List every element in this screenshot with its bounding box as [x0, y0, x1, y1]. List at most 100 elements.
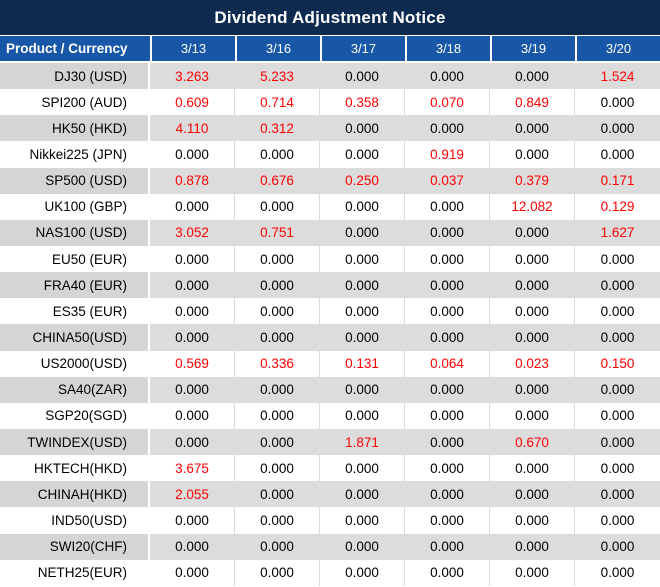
- value-cell: 0.000: [575, 428, 660, 456]
- product-cell: HK50 (HKD): [0, 115, 150, 142]
- value-cell: 0.000: [575, 115, 660, 142]
- value-cell: 0.000: [150, 298, 235, 325]
- value-cell: 0.000: [575, 455, 660, 482]
- table-row: SA40(ZAR) 0.000 0.000 0.000 0.000 0.000 0.000: [0, 376, 660, 403]
- table-row: EU50 (EUR) 0.000 0.000 0.000 0.000 0.000 0.000: [0, 245, 660, 273]
- value-cell: 0.000: [235, 507, 320, 534]
- table-row: HKTECH(HKD) 3.675 0.000 0.000 0.000 0.000 0.00…: [0, 455, 660, 482]
- value-cell: 0.000: [405, 298, 490, 325]
- table-row: NAS100 (USD) 3.052 0.751 0.000 0.000 0.000 1.6…: [0, 219, 660, 246]
- header-row: Product / Currency 3/13 3/16 3/17 3/18 3/19 3/…: [0, 36, 660, 63]
- value-cell: 0.000: [150, 402, 235, 429]
- product-cell: UK100 (GBP): [0, 193, 150, 220]
- value-cell: 0.676: [235, 167, 320, 194]
- value-cell: 0.000: [490, 455, 575, 482]
- value-cell: 5.233: [235, 63, 320, 90]
- value-cell: 0.000: [320, 533, 405, 560]
- table-row: DJ30 (USD) 3.263 5.233 0.000 0.000 0.000 1.524: [0, 63, 660, 90]
- table-row: CHINA50(USD) 0.000 0.000 0.000 0.000 0.000 0.0…: [0, 324, 660, 351]
- value-cell: 12.082: [490, 193, 575, 220]
- table-row: SGP20(SGD) 0.000 0.000 0.000 0.000 0.000 0.000: [0, 402, 660, 429]
- value-cell: 0.000: [320, 507, 405, 534]
- value-cell: 0.000: [150, 533, 235, 560]
- value-cell: 0.379: [490, 167, 575, 194]
- product-cell: HKTECH(HKD): [0, 455, 150, 482]
- value-cell: 0.000: [575, 533, 660, 560]
- header-cell-date: 3/13: [150, 36, 235, 63]
- product-cell: SGP20(SGD): [0, 402, 150, 429]
- value-cell: 0.000: [235, 298, 320, 325]
- value-cell: 0.000: [320, 141, 405, 168]
- product-cell: IND50(USD): [0, 507, 150, 534]
- value-cell: 0.250: [320, 167, 405, 194]
- value-cell: 0.000: [235, 376, 320, 403]
- table-row: US2000(USD) 0.569 0.336 0.131 0.064 0.023 0.15…: [0, 350, 660, 377]
- value-cell: 0.150: [575, 350, 660, 377]
- value-cell: 0.000: [235, 428, 320, 456]
- value-cell: 0.000: [490, 245, 575, 273]
- value-cell: 0.037: [405, 167, 490, 194]
- value-cell: 0.000: [320, 376, 405, 403]
- value-cell: 0.000: [150, 245, 235, 273]
- value-cell: 0.000: [575, 481, 660, 508]
- table-row: UK100 (GBP) 0.000 0.000 0.000 0.000 12.082 0.1…: [0, 193, 660, 220]
- value-cell: 4.110: [150, 115, 235, 142]
- value-cell: 0.000: [235, 533, 320, 560]
- value-cell: 0.000: [320, 115, 405, 142]
- value-cell: 0.000: [490, 219, 575, 246]
- value-cell: 0.000: [235, 141, 320, 168]
- header-cell-date: 3/17: [320, 36, 405, 63]
- table-row: Nikkei225 (JPN) 0.000 0.000 0.000 0.919 0.000…: [0, 141, 660, 168]
- value-cell: 0.000: [405, 324, 490, 351]
- value-cell: 0.000: [235, 455, 320, 482]
- value-cell: 0.000: [405, 402, 490, 429]
- value-cell: 0.000: [320, 455, 405, 482]
- header-cell-product: Product / Currency: [0, 36, 150, 63]
- product-cell: CHINAH(HKD): [0, 481, 150, 508]
- header-cell-date: 3/20: [575, 36, 660, 63]
- value-cell: 0.131: [320, 350, 405, 377]
- table-body: DJ30 (USD) 3.263 5.233 0.000 0.000 0.000 1.524…: [0, 63, 660, 586]
- value-cell: 0.000: [490, 507, 575, 534]
- value-cell: 0.000: [575, 298, 660, 325]
- value-cell: 0.000: [575, 272, 660, 299]
- header-cell-date: 3/18: [405, 36, 490, 63]
- product-cell: ES35 (EUR): [0, 298, 150, 325]
- product-cell: SPI200 (AUD): [0, 89, 150, 116]
- value-cell: 0.336: [235, 350, 320, 377]
- value-cell: 1.627: [575, 219, 660, 246]
- value-cell: 0.000: [490, 324, 575, 351]
- value-cell: 0.670: [490, 428, 575, 456]
- value-cell: 0.171: [575, 167, 660, 194]
- value-cell: 0.000: [150, 324, 235, 351]
- value-cell: 0.064: [405, 350, 490, 377]
- value-cell: 0.000: [150, 193, 235, 220]
- value-cell: 3.263: [150, 63, 235, 90]
- value-cell: 0.919: [405, 141, 490, 168]
- value-cell: 0.000: [490, 272, 575, 299]
- product-cell: SP500 (USD): [0, 167, 150, 194]
- product-cell: NAS100 (USD): [0, 219, 150, 246]
- table-row: SP500 (USD) 0.878 0.676 0.250 0.037 0.379 0.17…: [0, 167, 660, 194]
- value-cell: 0.070: [405, 89, 490, 116]
- table-row: HK50 (HKD) 4.110 0.312 0.000 0.000 0.000 0.000: [0, 115, 660, 142]
- value-cell: 0.000: [405, 245, 490, 273]
- value-cell: 0.000: [320, 402, 405, 429]
- value-cell: 1.871: [320, 428, 405, 456]
- value-cell: 0.000: [150, 272, 235, 299]
- value-cell: 0.751: [235, 219, 320, 246]
- product-cell: DJ30 (USD): [0, 63, 150, 90]
- value-cell: 0.129: [575, 193, 660, 220]
- product-cell: NETH25(EUR): [0, 559, 150, 586]
- value-cell: 0.000: [235, 402, 320, 429]
- table-row: IND50(USD) 0.000 0.000 0.000 0.000 0.000 0.000: [0, 507, 660, 534]
- value-cell: 0.878: [150, 167, 235, 194]
- value-cell: 0.000: [235, 272, 320, 299]
- value-cell: 0.000: [405, 193, 490, 220]
- value-cell: 0.000: [490, 533, 575, 560]
- value-cell: 0.000: [150, 141, 235, 168]
- value-cell: 0.023: [490, 350, 575, 377]
- value-cell: 0.000: [235, 481, 320, 508]
- value-cell: 0.000: [320, 481, 405, 508]
- product-cell: Nikkei225 (JPN): [0, 141, 150, 168]
